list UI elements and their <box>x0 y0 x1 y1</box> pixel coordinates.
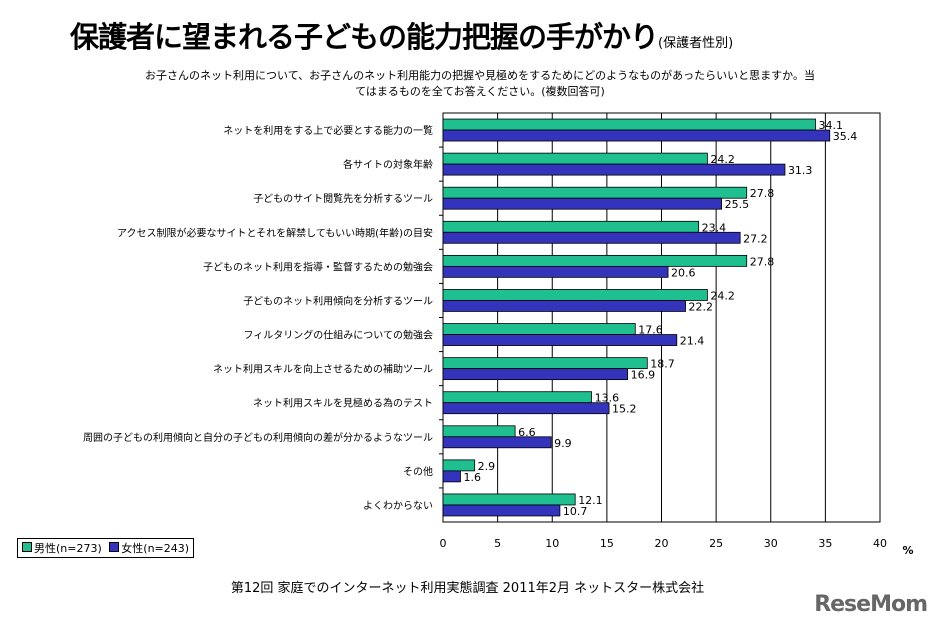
data-label: 34.1 <box>819 119 844 132</box>
bar-female <box>442 231 741 244</box>
bar-female <box>442 402 610 415</box>
bar-male <box>442 323 636 335</box>
category-label: ネット利用スキルを向上させるための補助ツール <box>213 363 433 376</box>
data-label: 23.4 <box>702 221 727 234</box>
data-label: 12.1 <box>578 494 603 507</box>
data-label: 35.4 <box>833 130 858 143</box>
category-label: 各サイトの対象年齢 <box>343 158 433 171</box>
category-label: ネット利用スキルを見極める為のテスト <box>253 397 433 410</box>
chart-subtitle: お子さんのネット利用について、お子さんのネット利用能力の把握や見極めをするために… <box>145 69 815 98</box>
data-label: 13.6 <box>595 392 620 405</box>
data-label: 15.2 <box>612 403 637 416</box>
data-label: 27.8 <box>750 255 775 268</box>
bar-female <box>442 504 561 517</box>
category-label: よくわからない <box>363 500 433 512</box>
bar-male <box>442 254 748 267</box>
data-label: 1.6 <box>463 471 481 484</box>
legend-label-female: 女性(n=243) <box>121 542 190 555</box>
category-label: 子どものネット利用を指導・監督するための勉強会 <box>203 260 433 273</box>
data-label: 9.9 <box>554 437 572 450</box>
x-tick-label: 35 <box>818 537 832 550</box>
data-label: 2.9 <box>478 460 496 473</box>
category-label: 子どものサイト閲覧先を分析するツール <box>253 192 433 205</box>
category-label: 周囲の子どもの利用傾向と自分の子どもの利用傾向の差が分かるようなツール <box>83 431 433 444</box>
bar-male <box>442 220 700 233</box>
data-label: 27.8 <box>750 187 775 200</box>
bar-female <box>442 265 669 278</box>
bar-female <box>442 470 461 483</box>
bar-male <box>442 152 708 165</box>
data-label: 16.9 <box>631 369 656 382</box>
bar-female <box>442 334 678 346</box>
bar-female <box>442 436 552 449</box>
title-text: 保護者に望まれる子どもの能力把握の手がかり <box>70 20 659 54</box>
category-label: 子どものネット利用傾向を分析するツール <box>243 294 433 307</box>
category-label: ネットを利用をする上で必要とする能力の一覧 <box>223 124 433 137</box>
bar-female <box>442 129 831 142</box>
data-label: 6.6 <box>518 426 536 439</box>
bar-male <box>442 186 748 199</box>
watermark-logo: ReseMom <box>814 592 928 617</box>
data-label: 27.2 <box>743 232 768 245</box>
category-label: フィルタリングの仕組みについての勉強会 <box>244 329 434 342</box>
x-tick-label: 15 <box>600 537 614 550</box>
x-tick-label: 25 <box>709 537 723 550</box>
bar-male <box>442 357 648 370</box>
x-tick-label: 10 <box>545 537 559 550</box>
bar-female <box>442 197 722 210</box>
bar-male <box>442 391 592 404</box>
bar-male <box>442 459 476 472</box>
bar-male <box>442 493 576 506</box>
data-label: 17.6 <box>638 324 663 337</box>
x-tick-label: 40 <box>873 537 887 550</box>
bar-male <box>442 118 816 131</box>
legend-swatch-male <box>22 542 32 552</box>
chart-title: 保護者に望まれる子どもの能力把握の手がかり(保護者性別) <box>70 14 733 56</box>
data-label: 24.2 <box>710 153 735 166</box>
source-footer: 第12回 家庭でのインターネット利用実態調査 2011年2月 ネットスター株式会… <box>230 581 705 596</box>
legend-swatch-female <box>109 542 120 552</box>
data-label: 22.2 <box>689 300 714 313</box>
data-label: 21.4 <box>680 335 705 348</box>
x-tick-label: 30 <box>764 537 778 550</box>
legend: 男性(n=273) 女性(n=243) <box>17 538 195 558</box>
data-label: 10.7 <box>563 505 588 518</box>
data-label: 24.2 <box>710 289 735 302</box>
bar-female <box>442 163 786 176</box>
category-label: アクセス制限が必要なサイトとそれを解禁してもいい時期(年齢)の目安 <box>117 226 433 239</box>
x-tick-label: 20 <box>655 537 669 550</box>
data-label: 18.7 <box>650 358 675 371</box>
bar-female <box>442 300 686 312</box>
data-label: 20.6 <box>671 266 696 279</box>
bar-male <box>442 289 708 301</box>
legend-label-male: 男性(n=273) <box>34 542 102 555</box>
bar-female <box>442 368 629 381</box>
x-tick-label: 0 <box>440 537 447 550</box>
category-label: その他 <box>403 465 433 478</box>
x-unit-label: % <box>902 544 913 557</box>
bar-male <box>442 425 516 438</box>
title-note: (保護者性別) <box>658 36 734 51</box>
data-label: 25.5 <box>725 198 750 211</box>
x-tick-label: 5 <box>494 537 501 550</box>
data-label: 31.3 <box>788 164 813 177</box>
